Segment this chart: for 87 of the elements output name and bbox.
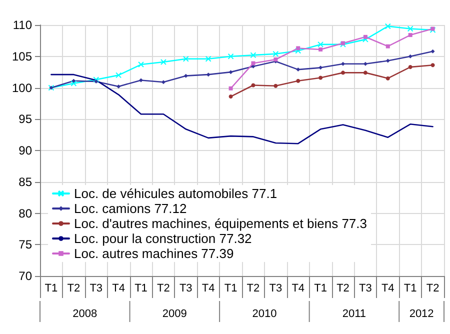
line-series xyxy=(50,74,434,144)
point xyxy=(362,36,368,42)
point xyxy=(363,70,368,75)
text: 2011 xyxy=(342,308,366,320)
point xyxy=(182,56,189,62)
x-tick-label: T4 xyxy=(381,282,394,294)
x-tick-label: T2 xyxy=(246,282,260,294)
point xyxy=(430,27,436,34)
x-tick-label: T2 xyxy=(426,282,440,294)
point xyxy=(251,61,256,66)
y-tick-label: 70 xyxy=(18,269,32,283)
x-tick-label: T1 xyxy=(134,282,148,294)
x-tick-label: T4 xyxy=(112,282,125,294)
x-tick-label: T1 xyxy=(314,282,327,294)
x-tick-label: T3 xyxy=(90,282,103,294)
point xyxy=(139,78,143,82)
point xyxy=(318,76,323,80)
x-tick-label: T3 xyxy=(359,282,372,294)
point xyxy=(430,63,435,68)
y-tick-label: 80 xyxy=(18,206,32,220)
y-tick-label: 90 xyxy=(18,144,32,158)
point xyxy=(430,26,435,31)
y-tick-label: 100 xyxy=(12,80,32,95)
point xyxy=(341,62,345,66)
x-tick-label: T2 xyxy=(336,282,350,294)
point xyxy=(408,33,412,38)
point xyxy=(318,47,323,52)
point xyxy=(408,54,412,58)
text: 2012 xyxy=(409,308,434,320)
point xyxy=(70,80,77,86)
point xyxy=(116,72,122,78)
y-tick-label: 75 xyxy=(18,238,32,252)
legend-label: Loc. autres machines 77.39 xyxy=(74,246,234,261)
x-tick-label: T4 xyxy=(202,282,215,294)
point xyxy=(341,70,345,75)
point xyxy=(228,53,234,60)
legend-label: Loc. pour la construction 77.32 xyxy=(74,231,252,246)
x-tick-label: T1 xyxy=(224,282,238,294)
x-tick-label: T4 xyxy=(292,282,305,294)
point xyxy=(228,70,233,74)
legend-label: Loc. de véhicules automobiles 77.1 xyxy=(74,186,278,201)
x-tick-label: T1 xyxy=(44,282,58,294)
point xyxy=(160,59,166,66)
point xyxy=(228,94,233,99)
point xyxy=(318,41,324,48)
x-tick-label: T2 xyxy=(157,282,170,294)
y-tick-label: 95 xyxy=(18,112,32,126)
point xyxy=(206,72,210,77)
point xyxy=(408,65,412,70)
point xyxy=(250,52,256,58)
point xyxy=(318,66,323,70)
x-tick-label: T1 xyxy=(404,282,417,294)
point xyxy=(161,80,166,84)
x-tick-label: T3 xyxy=(179,282,192,294)
point xyxy=(384,23,391,30)
point xyxy=(407,26,414,32)
text: 2009 xyxy=(162,308,187,320)
point xyxy=(363,34,368,39)
point xyxy=(272,50,279,57)
y-tick-label: 85 xyxy=(18,174,32,189)
point xyxy=(93,76,100,83)
point xyxy=(296,68,300,72)
point xyxy=(296,46,300,50)
point xyxy=(205,56,212,62)
point xyxy=(386,76,390,80)
point xyxy=(296,78,300,83)
point xyxy=(251,83,256,88)
x-tick-label: T3 xyxy=(269,282,282,294)
text: 2008 xyxy=(72,308,98,320)
point xyxy=(274,84,278,88)
point xyxy=(295,48,302,54)
point xyxy=(363,62,368,66)
point xyxy=(386,58,390,63)
point xyxy=(430,49,435,54)
y-tick-label: 105 xyxy=(12,49,32,64)
point xyxy=(72,78,76,83)
point xyxy=(184,74,188,78)
point xyxy=(138,62,144,68)
point xyxy=(116,84,121,88)
point xyxy=(228,86,233,90)
legend-label: Loc. d'autres machines, équipements et biens 77.3 xyxy=(74,216,367,231)
point xyxy=(386,44,390,48)
legend-label: Loc. camions 77.12 xyxy=(74,201,187,216)
x-tick-label: T2 xyxy=(67,282,80,294)
text: 2010 xyxy=(252,308,277,320)
y-tick-label: 110 xyxy=(12,18,32,32)
point xyxy=(94,79,98,84)
